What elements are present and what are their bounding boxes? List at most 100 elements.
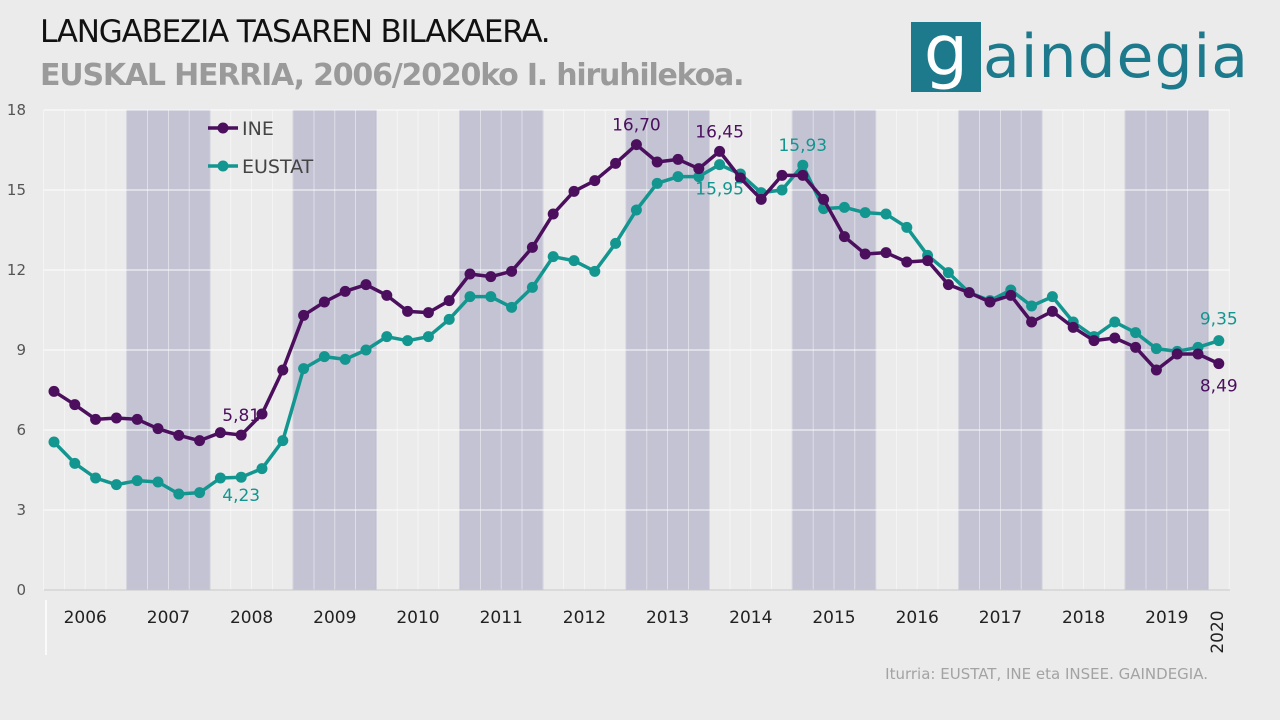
x-tick-label: 2013	[646, 608, 689, 628]
x-tick-label: 2011	[480, 608, 523, 628]
data-point-ine	[1213, 358, 1225, 370]
data-point-ine	[256, 408, 268, 420]
data-point-ine	[173, 429, 185, 441]
data-point-eustat	[194, 487, 206, 499]
x-tick-label: 2016	[896, 608, 939, 628]
data-point-eustat	[526, 281, 538, 293]
data-point-ine	[194, 435, 206, 447]
data-label: 9,35	[1200, 310, 1238, 330]
logo-initial: g	[923, 10, 969, 92]
data-point-eustat	[1130, 327, 1142, 339]
data-point-eustat	[235, 471, 247, 483]
data-point-eustat	[422, 331, 434, 343]
x-tick-label: 2019	[1145, 608, 1188, 628]
data-point-ine	[1130, 341, 1142, 353]
data-point-ine	[776, 169, 788, 181]
gaindegia-logo: g aindegia	[911, 16, 1249, 92]
data-point-eustat	[214, 472, 226, 484]
data-point-ine	[318, 296, 330, 308]
x-tick-label: 2014	[729, 608, 772, 628]
data-point-eustat	[360, 344, 372, 356]
data-label: 4,23	[222, 486, 260, 506]
data-point-ine	[630, 139, 642, 151]
data-point-ine	[298, 309, 310, 321]
data-point-ine	[1150, 364, 1162, 376]
x-tick-label: 2010	[396, 608, 439, 628]
data-point-eustat	[318, 351, 330, 363]
data-point-ine	[214, 427, 226, 439]
data-point-eustat	[131, 475, 143, 487]
legend-marker-eustat	[217, 160, 229, 172]
data-point-ine	[734, 172, 746, 184]
x-tick-label: 2018	[1062, 608, 1105, 628]
data-point-ine	[1171, 348, 1183, 360]
data-point-eustat	[942, 267, 954, 279]
data-label: 16,70	[612, 116, 661, 136]
data-point-eustat	[901, 221, 913, 233]
data-point-ine	[339, 285, 351, 297]
data-label: 15,93	[778, 136, 827, 156]
data-point-ine	[963, 287, 975, 299]
x-tick-label: 2008	[230, 608, 273, 628]
data-point-eustat	[838, 201, 850, 213]
data-point-ine	[589, 175, 601, 187]
data-point-ine	[131, 413, 143, 425]
data-point-ine	[443, 295, 455, 307]
data-point-eustat	[152, 476, 164, 488]
source-note: Iturria: EUSTAT, INE eta INSEE. GAINDEGI…	[885, 665, 1208, 683]
data-point-eustat	[381, 331, 393, 343]
data-point-ine	[90, 413, 102, 425]
data-point-ine	[48, 385, 60, 397]
data-point-ine	[901, 256, 913, 268]
data-point-eustat	[693, 171, 705, 183]
data-point-eustat	[485, 291, 497, 303]
data-point-eustat	[69, 457, 81, 469]
data-point-ine	[1192, 348, 1204, 360]
data-point-eustat	[1026, 300, 1038, 312]
y-tick-label: 15	[7, 181, 26, 199]
x-tick-label: 2015	[812, 608, 855, 628]
logo-wordmark: aindegia	[983, 22, 1249, 92]
chart-subtitle: EUSKAL HERRIA, 2006/2020ko I. hiruhileko…	[40, 58, 744, 93]
data-point-eustat	[464, 291, 476, 303]
data-point-ine	[152, 423, 164, 435]
data-point-eustat	[1213, 335, 1225, 347]
data-label: 8,49	[1200, 377, 1238, 397]
data-point-ine	[797, 169, 809, 181]
data-point-eustat	[277, 435, 289, 447]
data-point-eustat	[630, 204, 642, 216]
data-label: 16,45	[695, 122, 744, 142]
y-tick-label: 9	[16, 341, 26, 359]
data-point-ine	[1109, 332, 1121, 344]
x-tick-label: 2017	[979, 608, 1022, 628]
y-tick-label: 18	[7, 101, 26, 119]
data-point-ine	[381, 289, 393, 301]
x-tick-label: 2012	[563, 608, 606, 628]
legend-label-eustat: EUSTAT	[242, 156, 314, 178]
chart-title: LANGABEZIA TASAREN BILAKAERA.	[40, 14, 551, 50]
data-point-ine	[485, 271, 497, 283]
data-point-ine	[402, 305, 414, 317]
data-point-ine	[526, 241, 538, 253]
data-point-ine	[755, 193, 767, 205]
data-point-eustat	[298, 363, 310, 375]
data-point-ine	[110, 412, 122, 424]
data-point-eustat	[443, 313, 455, 325]
data-point-ine	[984, 296, 996, 308]
data-point-ine	[235, 429, 247, 441]
data-point-eustat	[110, 479, 122, 491]
legend-marker-ine	[217, 122, 229, 134]
data-label: 5,81	[222, 406, 260, 426]
data-point-ine	[693, 163, 705, 175]
data-point-eustat	[402, 335, 414, 347]
data-point-ine	[277, 364, 289, 376]
data-point-eustat	[568, 255, 580, 267]
data-point-eustat	[610, 237, 622, 249]
data-point-ine	[506, 265, 518, 277]
data-point-eustat	[589, 265, 601, 277]
y-tick-label: 6	[16, 421, 26, 439]
y-tick-label: 3	[16, 501, 26, 519]
x-tick-label: 2006	[64, 608, 107, 628]
data-point-eustat	[339, 353, 351, 365]
